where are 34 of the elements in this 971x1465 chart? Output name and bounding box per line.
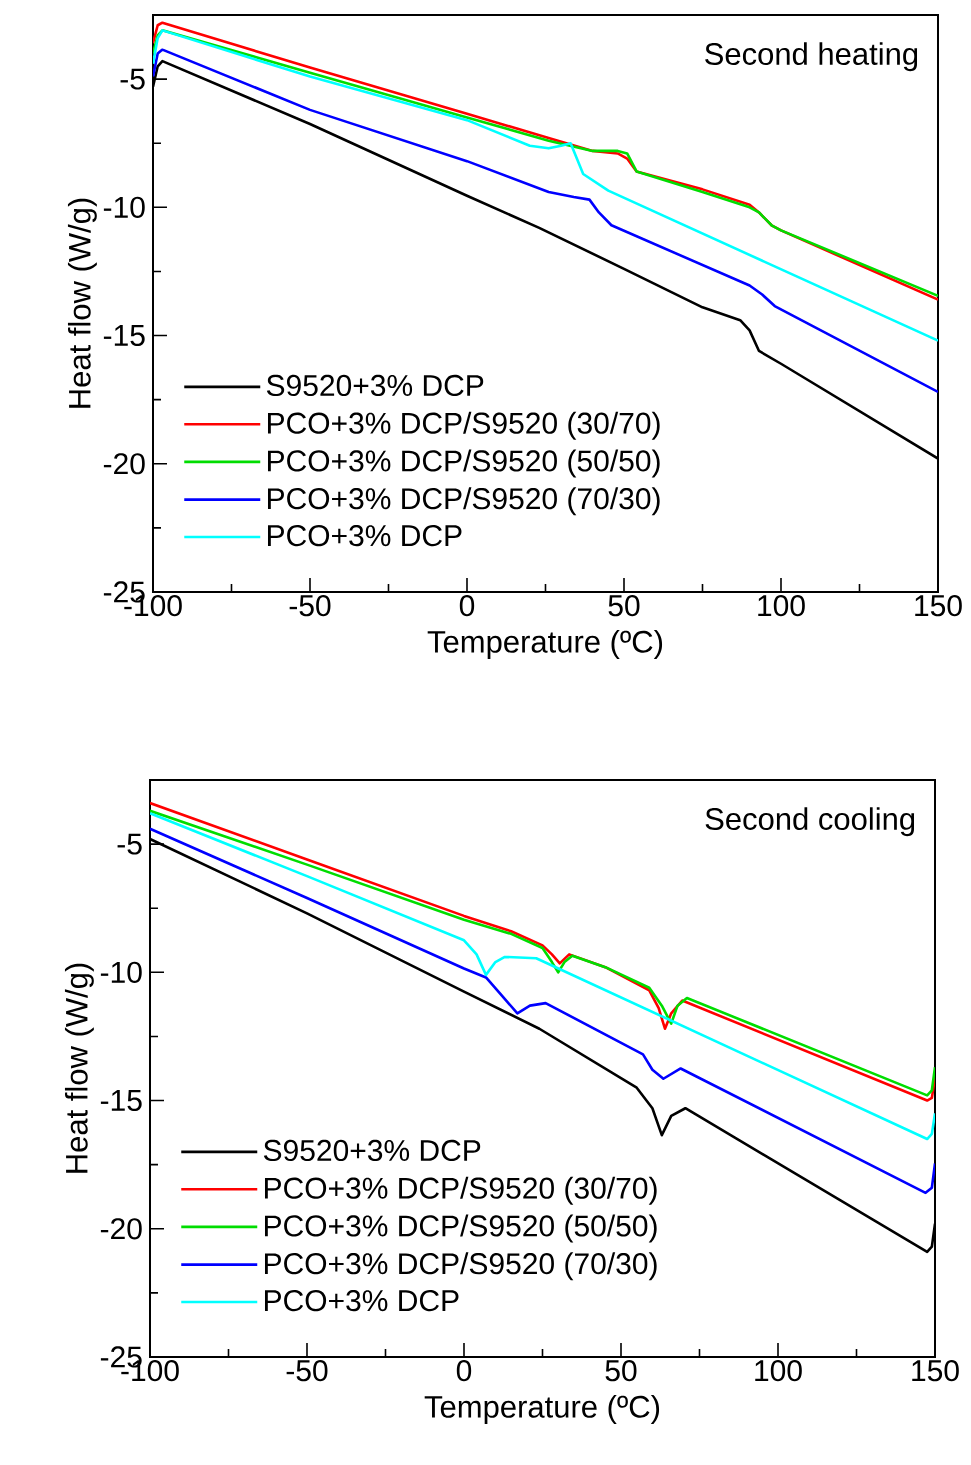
y-tick-label: -5 — [117, 833, 142, 855]
y-tick-label: -20 — [100, 1218, 142, 1240]
legend-label: PCO+3% DCP — [267, 525, 462, 547]
x-tick-label: 100 — [755, 1360, 802, 1382]
y-tick-label: -10 — [103, 196, 145, 218]
x-axis-title: Temperature (ºC) — [427, 630, 663, 659]
x-tick-label: 150 — [915, 595, 962, 617]
y-tick-label: -10 — [100, 961, 142, 983]
y-axis-title: Heat flow (W/g) — [67, 198, 97, 408]
legend-label: S9520+3% DCP — [263, 1139, 481, 1162]
x-tick-label: 150 — [912, 1360, 959, 1382]
y-tick-label: -15 — [103, 325, 145, 346]
x-tick-label: 0 — [459, 595, 475, 617]
x-tick-label: 100 — [758, 595, 805, 617]
annotation: Second cooling — [705, 807, 915, 837]
x-axis-title: Temperature (ºC) — [424, 1395, 660, 1424]
x-tick-label: 50 — [608, 595, 640, 617]
x-tick-label: 0 — [456, 1360, 472, 1382]
y-axis-title: Heat flow (W/g) — [64, 963, 94, 1173]
y-tick-label: -5 — [120, 68, 145, 90]
x-tick-label: -50 — [286, 1360, 328, 1382]
legend-label: PCO+3% DCP/S9520 (30/70) — [265, 1176, 657, 1205]
legend-label: PCO+3% DCP/S9520 (50/50) — [265, 1214, 657, 1243]
legend-label: PCO+3% DCP/S9520 (50/50) — [267, 449, 660, 478]
annotation: Second heating — [705, 42, 918, 72]
legend-label: PCO+3% DCP — [265, 1290, 459, 1312]
legend-label: PCO+3% DCP/S9520 (30/70) — [267, 411, 660, 440]
legend-label: S9520+3% DCP — [266, 374, 484, 397]
legend-label: PCO+3% DCP/S9520 (70/30) — [265, 1252, 657, 1281]
y-tick-label: -20 — [103, 453, 145, 475]
y-tick-label: -15 — [100, 1090, 142, 1111]
x-tick-label: 50 — [605, 1360, 637, 1382]
x-tick-label: -50 — [289, 595, 331, 617]
legend-label: PCO+3% DCP/S9520 (70/30) — [267, 487, 660, 516]
